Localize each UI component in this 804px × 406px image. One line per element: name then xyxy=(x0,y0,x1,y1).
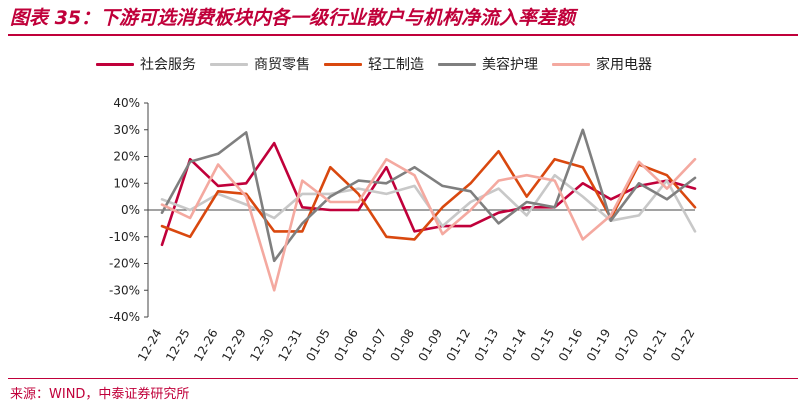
footer-divider xyxy=(8,378,798,379)
legend-label-series-0: 社会服务 xyxy=(140,57,196,73)
title-divider xyxy=(8,34,798,36)
x-tick-label: 01-05 xyxy=(303,327,333,364)
source-note: 来源：WIND，中泰证券研究所 xyxy=(10,387,190,402)
y-tick-label: -20% xyxy=(109,257,140,271)
legend-item-series-1: 商贸零售 xyxy=(210,54,310,74)
y-tick-label: 30% xyxy=(113,123,140,137)
x-tick-label: 01-13 xyxy=(472,327,502,364)
x-tick-label: 01-20 xyxy=(612,327,642,364)
legend-item-series-3: 美容护理 xyxy=(438,54,538,74)
legend-label-series-2: 轻工制造 xyxy=(368,57,424,73)
x-tick-label: 01-06 xyxy=(331,327,361,364)
x-tick-label: 01-07 xyxy=(359,327,389,364)
x-tick-label: 12-29 xyxy=(219,327,249,364)
y-tick-label: 40% xyxy=(113,96,140,110)
legend-swatch-series-0 xyxy=(96,62,134,66)
legend-item-series-0: 社会服务 xyxy=(96,54,196,74)
x-tick-label: 01-15 xyxy=(528,327,558,364)
series-line-4 xyxy=(160,157,697,292)
legend-swatch-series-3 xyxy=(438,62,476,66)
x-tick-label: 01-22 xyxy=(668,327,698,364)
series-line-2 xyxy=(160,149,697,241)
chart-title: 图表 35：下游可选消费板块内各一级行业散户与机构净流入率差额 xyxy=(10,7,576,29)
chart-legend: 社会服务 商贸零售 轻工制造 美容护理 家用电器 xyxy=(96,52,736,76)
legend-label-series-1: 商贸零售 xyxy=(254,57,310,73)
series-line-3 xyxy=(160,128,697,263)
x-tick-label: 01-14 xyxy=(500,327,530,364)
x-tick-label: 01-16 xyxy=(556,327,586,364)
y-tick-label: -10% xyxy=(109,230,140,244)
legend-label-series-4: 家用电器 xyxy=(596,57,652,73)
y-tick-label: -30% xyxy=(109,283,140,297)
x-tick-label: 01-08 xyxy=(388,327,418,364)
y-tick-label: 0% xyxy=(121,203,140,217)
series-line-0 xyxy=(160,141,697,247)
x-tick-label: 01-12 xyxy=(444,327,474,364)
legend-swatch-series-4 xyxy=(552,62,590,66)
x-tick-label: 12-25 xyxy=(163,327,193,364)
y-tick-label: -40% xyxy=(109,310,140,324)
x-tick-label: 01-21 xyxy=(640,327,670,364)
x-tick-label: 12-30 xyxy=(247,327,277,364)
legend-label-series-3: 美容护理 xyxy=(482,57,538,73)
y-tick-label: 10% xyxy=(113,176,140,190)
y-tick-label: 20% xyxy=(113,150,140,164)
x-tick-label: 01-09 xyxy=(416,327,446,364)
x-tick-label: 01-19 xyxy=(584,327,614,364)
legend-item-series-2: 轻工制造 xyxy=(324,54,424,74)
legend-swatch-series-1 xyxy=(210,62,248,66)
x-tick-label: 12-26 xyxy=(191,327,221,364)
legend-item-series-4: 家用电器 xyxy=(552,54,652,74)
x-tick-label: 12-24 xyxy=(135,327,165,364)
x-tick-label: 12-31 xyxy=(275,327,305,364)
legend-swatch-series-2 xyxy=(324,62,362,66)
